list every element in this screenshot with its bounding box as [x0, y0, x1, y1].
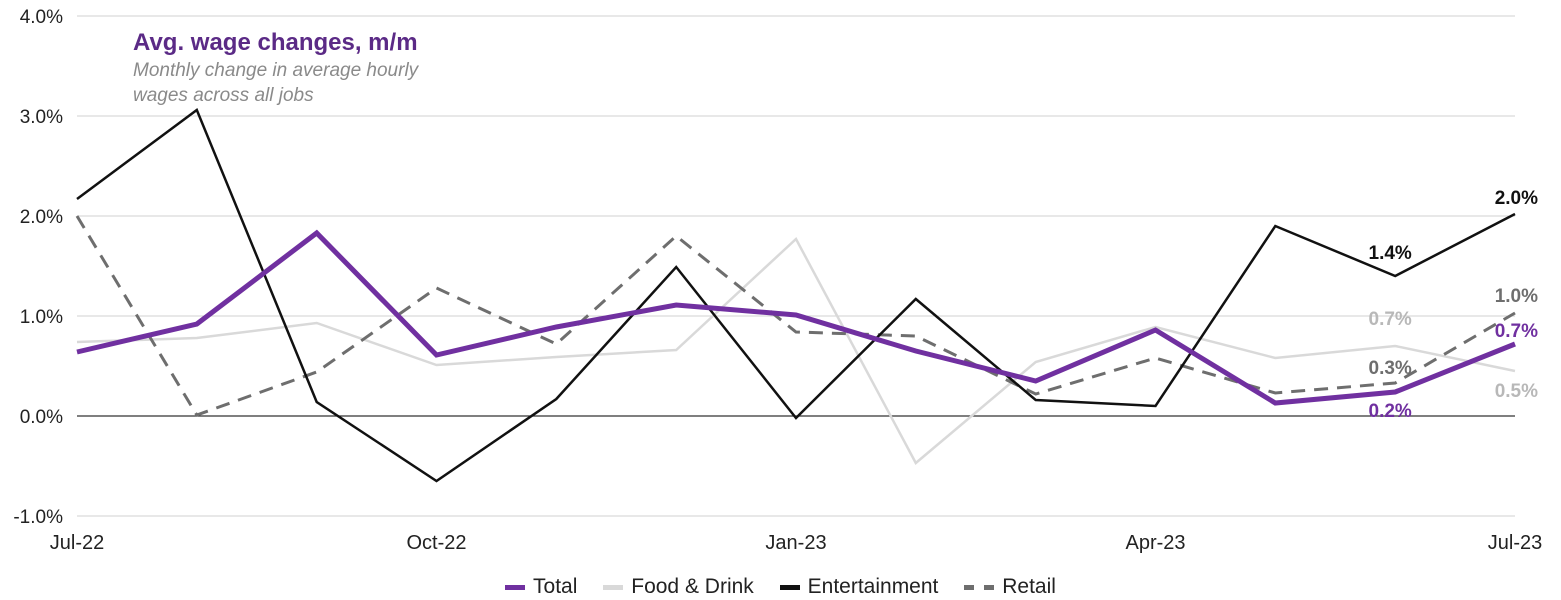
legend-swatch-entertainment — [779, 584, 800, 590]
x-axis-tick-labels: Jul-22 Oct-22 Jan-23 Apr-23 Jul-23 — [50, 532, 1542, 554]
series-lines — [75, 108, 1516, 483]
x-tick-label: Oct-22 — [406, 532, 466, 554]
chart-subtitle: Monthly change in average hourly wages a… — [133, 60, 419, 106]
x-tick-label: Jan-23 — [765, 532, 826, 554]
legend-label-entertainment: Entertainment — [807, 575, 939, 598]
legend-swatch-retail — [964, 584, 995, 590]
series-line-entertainment — [76, 108, 1516, 483]
data-label: 0.7% — [1495, 321, 1538, 342]
y-tick-label: 2.0% — [20, 207, 63, 228]
legend-swatch-food-drink — [603, 584, 624, 590]
legend-item-entertainment: Entertainment — [779, 575, 939, 599]
chart-title: Avg. wage changes, m/m — [133, 29, 418, 56]
y-tick-label: 4.0% — [20, 7, 63, 28]
data-label: 2.0% — [1495, 188, 1538, 209]
legend-label-food-drink: Food & Drink — [631, 575, 754, 598]
data-label: 0.7% — [1369, 309, 1412, 330]
data-labels: 2.0% 1.4% 1.0% 0.7% 0.7% 0.3% 0.2% 0.5% — [1369, 188, 1539, 422]
data-label: 0.5% — [1495, 381, 1538, 402]
title-block: Avg. wage changes, m/m Monthly change in… — [133, 28, 433, 108]
series-line-retail — [75, 215, 1516, 417]
legend-item-total: Total — [505, 575, 577, 599]
y-tick-label: 0.0% — [20, 407, 63, 428]
y-tick-label: 1.0% — [20, 307, 63, 328]
x-tick-label: Apr-23 — [1125, 532, 1185, 554]
series-line-total — [76, 229, 1516, 406]
series-line-food-drink — [76, 236, 1516, 465]
y-axis-tick-labels: -1.0% 0.0% 1.0% 2.0% 3.0% 4.0% — [13, 7, 63, 528]
data-label: 1.4% — [1369, 243, 1412, 264]
legend-item-food-drink: Food & Drink — [603, 575, 754, 599]
legend: Total Food & Drink Entertainment Retail — [0, 575, 1561, 599]
legend-item-retail: Retail — [964, 575, 1056, 599]
legend-swatch-total — [505, 584, 526, 590]
data-label: 0.3% — [1369, 358, 1412, 379]
data-label: 1.0% — [1495, 286, 1538, 307]
legend-label-total: Total — [533, 575, 578, 598]
legend-label-retail: Retail — [1002, 575, 1056, 598]
y-tick-label: -1.0% — [13, 507, 63, 528]
x-tick-label: Jul-23 — [1488, 532, 1542, 554]
y-tick-label: 3.0% — [20, 107, 63, 128]
x-tick-label: Jul-22 — [50, 532, 104, 554]
data-label: 0.2% — [1369, 401, 1412, 422]
